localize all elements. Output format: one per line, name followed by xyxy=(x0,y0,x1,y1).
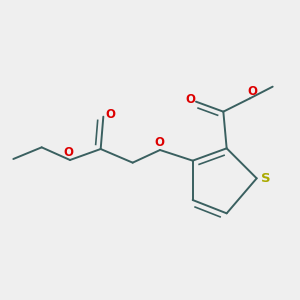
Text: O: O xyxy=(247,85,257,98)
Text: S: S xyxy=(260,172,270,185)
Text: O: O xyxy=(154,136,164,149)
Text: O: O xyxy=(185,93,195,106)
Text: O: O xyxy=(105,108,115,121)
Text: O: O xyxy=(63,146,73,159)
